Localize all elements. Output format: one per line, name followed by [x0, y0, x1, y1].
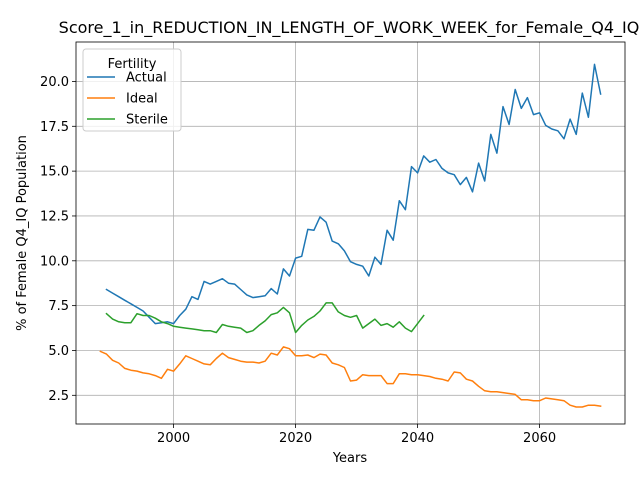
- x-tick-label: 2040: [401, 431, 434, 446]
- legend-label-actual: Actual: [126, 71, 167, 86]
- series-line-actual: [105, 63, 602, 325]
- y-tick-label: 17.5: [40, 120, 69, 135]
- x-tick-label: 2060: [523, 431, 556, 446]
- legend-entries: Actual Ideal Sterile: [87, 71, 168, 128]
- legend-label-ideal: Ideal: [126, 92, 158, 107]
- series-line-sterile: [105, 302, 425, 334]
- y-tick-label: 2.5: [48, 389, 69, 404]
- y-axis-ticks: 2.5 5.0 7.5 10.0 12.5 15.0 17.5 20.0: [40, 75, 76, 404]
- x-axis-ticks: 2000 2020 2040 2060: [157, 424, 556, 446]
- x-axis-label: Years: [332, 451, 368, 466]
- y-axis-label: % of Female Q4_IQ Population: [15, 135, 30, 331]
- y-tick-label: 10.0: [40, 254, 69, 269]
- series-lines: [99, 63, 602, 408]
- y-tick-label: 7.5: [48, 299, 69, 314]
- legend-title: Fertility: [108, 57, 157, 72]
- legend-label-sterile: Sterile: [126, 113, 168, 128]
- y-tick-label: 12.5: [40, 209, 69, 224]
- series-line-ideal: [99, 346, 602, 408]
- x-tick-label: 2000: [157, 431, 190, 446]
- legend: Fertility Actual Ideal Sterile: [82, 48, 182, 132]
- y-tick-label: 15.0: [40, 165, 69, 180]
- plot-frame: [75, 41, 626, 425]
- legend-box: [82, 48, 182, 132]
- y-tick-label: 20.0: [40, 75, 69, 90]
- chart-title: Score_1_in_REDUCTION_IN_LENGTH_OF_WORK_W…: [59, 18, 640, 38]
- y-tick-label: 5.0: [48, 344, 69, 359]
- x-tick-label: 2020: [279, 431, 312, 446]
